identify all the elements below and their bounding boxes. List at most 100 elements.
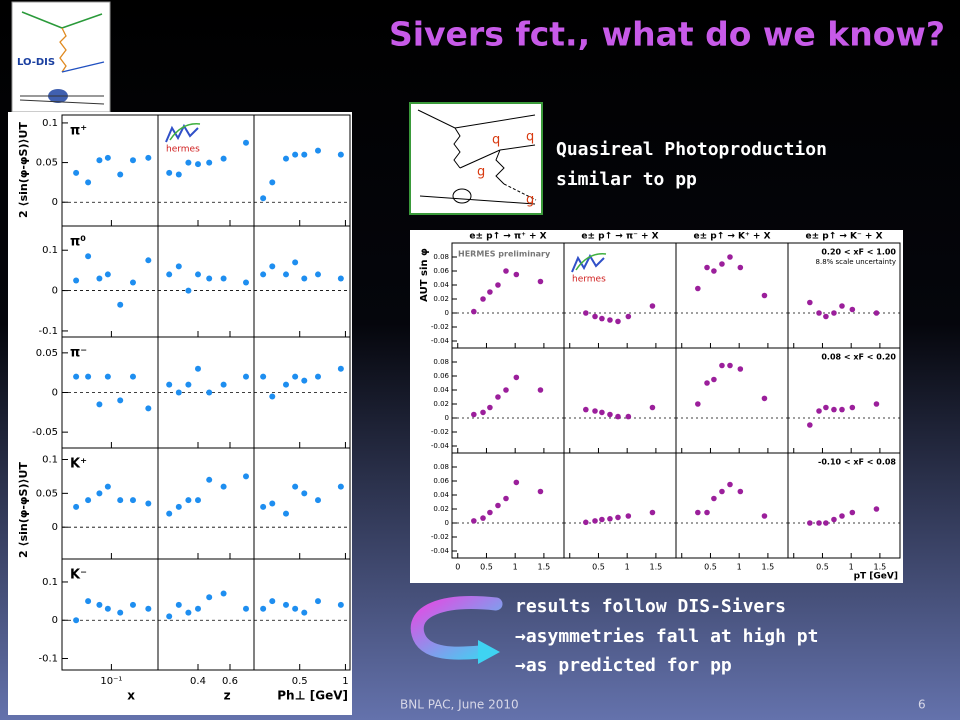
data-point xyxy=(220,275,227,282)
data-point xyxy=(117,171,124,178)
y-tick-label: 0.06 xyxy=(433,372,449,380)
row-label: K⁺ xyxy=(70,457,87,472)
data-point xyxy=(166,613,173,620)
data-point xyxy=(711,268,717,274)
data-point xyxy=(220,483,227,490)
data-point xyxy=(301,275,308,282)
data-point xyxy=(260,195,267,202)
data-point xyxy=(480,515,486,521)
data-point xyxy=(337,151,344,158)
y-tick-label: 0 xyxy=(445,519,449,527)
data-point xyxy=(260,373,267,380)
row-label: π⁰ xyxy=(70,235,86,250)
arrow-body xyxy=(410,596,503,660)
y-tick-label: 0.02 xyxy=(433,295,449,303)
column-title: e± p↑ → K⁻ + X xyxy=(805,232,882,242)
data-point xyxy=(807,422,813,428)
y-tick-label: 0 xyxy=(52,388,58,399)
data-point xyxy=(337,275,344,282)
data-point xyxy=(695,509,701,516)
y-tick-label: -0.02 xyxy=(431,428,449,436)
x-tick-label: 1 xyxy=(849,563,854,572)
right-plot: e± p↑ → π⁺ + X e± p↑ → π⁻ + X e± p↑ → K⁺ +… xyxy=(419,232,901,582)
data-point xyxy=(175,171,182,178)
y-axis-title: 2 ⟨sin(φ-φS)⟩UT xyxy=(17,462,30,558)
data-point xyxy=(607,317,613,323)
data-point xyxy=(185,159,192,166)
data-point xyxy=(195,161,201,168)
y-tick-label: 0.08 xyxy=(433,358,449,366)
quark-line xyxy=(61,61,105,73)
y-tick-label: -0.04 xyxy=(431,547,450,555)
data-point xyxy=(503,495,509,502)
data-point xyxy=(85,497,92,504)
data-point xyxy=(292,151,299,158)
data-point xyxy=(315,598,321,605)
data-point xyxy=(145,257,152,264)
data-point xyxy=(166,169,173,176)
data-point xyxy=(513,271,520,278)
y-tick-label: -0.02 xyxy=(431,533,449,541)
data-point xyxy=(104,605,111,612)
data-point xyxy=(85,373,92,380)
data-point xyxy=(283,155,289,162)
bullet-text: results follow DIS-Sivers xyxy=(515,596,786,617)
electron-line xyxy=(417,109,456,129)
data-point xyxy=(185,497,192,504)
data-point xyxy=(625,513,632,519)
row-annotation: 0.08 < xF < 0.20 xyxy=(821,353,896,362)
electron-line xyxy=(21,11,63,29)
data-point xyxy=(599,315,605,322)
data-point xyxy=(260,605,267,612)
data-point xyxy=(583,406,589,413)
data-point xyxy=(73,277,80,284)
quark-line xyxy=(459,149,501,169)
y-tick-label: 0.08 xyxy=(433,463,449,471)
y-tick-label: -0.05 xyxy=(32,427,58,438)
data-point xyxy=(96,275,103,282)
data-point xyxy=(85,253,92,260)
photon-line xyxy=(59,27,67,73)
data-point xyxy=(503,268,509,274)
data-point xyxy=(711,495,717,502)
x-tick-label: 0.6 xyxy=(222,676,238,687)
data-point xyxy=(185,287,192,294)
bullet-text: →asymmetries fall at high pt xyxy=(515,626,818,647)
data-point xyxy=(695,401,701,407)
x-tick-label: 1 xyxy=(625,563,630,572)
data-point xyxy=(129,373,136,380)
data-point xyxy=(615,514,621,521)
data-point xyxy=(175,389,182,396)
logo-text: hermes xyxy=(572,275,606,285)
preliminary-label: HERMES preliminary xyxy=(458,250,551,259)
electron-line xyxy=(454,114,536,129)
data-point xyxy=(592,313,598,320)
data-point xyxy=(337,365,344,372)
data-point xyxy=(487,509,493,516)
y-tick-label: 0 xyxy=(52,522,58,533)
row-label: π⁺ xyxy=(70,124,87,139)
data-point xyxy=(243,279,249,286)
x-tick-label: 1 xyxy=(342,676,348,687)
data-point xyxy=(711,376,717,383)
page-number: 6 xyxy=(918,698,926,712)
data-point xyxy=(195,271,201,278)
data-point xyxy=(315,271,321,278)
data-point xyxy=(823,313,829,320)
arrow-icon xyxy=(410,596,503,664)
data-point xyxy=(85,598,92,605)
data-point xyxy=(206,275,213,282)
data-point xyxy=(649,404,656,411)
panel-frame xyxy=(787,452,901,559)
data-point xyxy=(269,179,276,186)
data-point xyxy=(129,279,136,286)
data-point xyxy=(816,310,822,316)
y-tick-label: -0.1 xyxy=(38,326,58,337)
data-point xyxy=(301,377,308,384)
y-tick-label: 0.1 xyxy=(42,455,58,466)
data-point xyxy=(849,404,856,411)
data-point xyxy=(269,500,276,507)
data-point xyxy=(625,313,632,320)
y-tick-label: 0 xyxy=(445,414,449,422)
